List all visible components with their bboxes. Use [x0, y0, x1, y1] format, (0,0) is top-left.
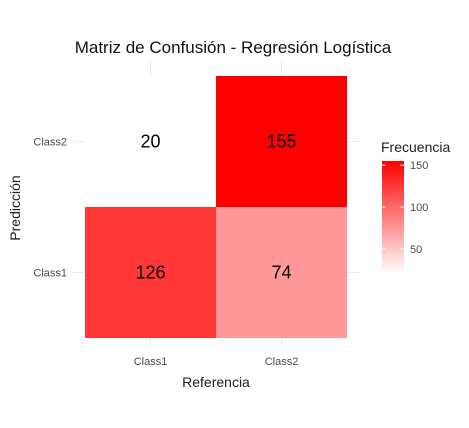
- legend-colorbar: [382, 161, 404, 274]
- legend: Frecuencia 50 100 150: [381, 139, 450, 274]
- x-axis-title: Referencia: [182, 374, 250, 390]
- x-tick-label-class1: Class1: [134, 356, 168, 368]
- y-tick-label-class1: Class1: [33, 268, 67, 280]
- legend-tick-label-50: 50: [410, 244, 422, 256]
- y-tick-label-class2: Class2: [33, 137, 67, 149]
- cell-value-label-class2-class2: 155: [266, 132, 296, 152]
- cells-layer: [85, 76, 347, 338]
- x-tick-label-class2: Class2: [265, 356, 299, 368]
- legend-title: Frecuencia: [381, 139, 450, 155]
- legend-tick-label-100: 100: [410, 202, 428, 214]
- chart-title: Matriz de Confusión - Regresión Logístic…: [75, 38, 392, 57]
- cell-value-label-class2-class1: 74: [271, 263, 291, 283]
- cell-value-label-class1-class1: 126: [135, 263, 165, 283]
- y-axis-title: Predicción: [7, 175, 23, 240]
- legend-tick-label-150: 150: [410, 160, 428, 172]
- cell-value-label-class1-class2: 20: [140, 132, 160, 152]
